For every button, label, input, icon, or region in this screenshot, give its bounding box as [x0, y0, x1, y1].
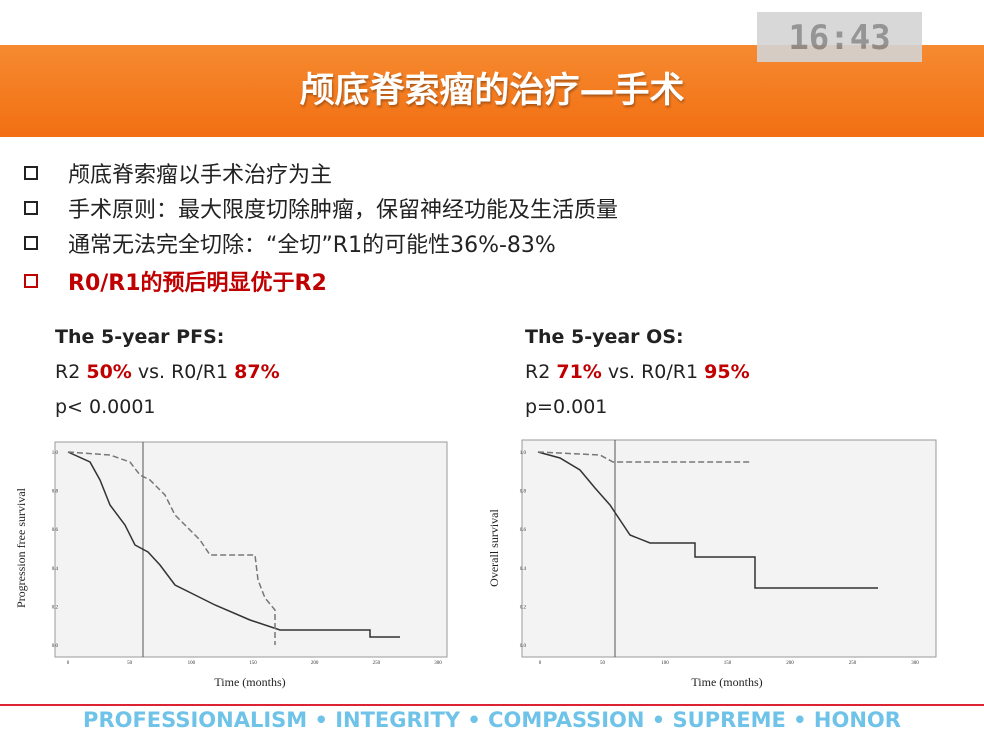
y-tick-label: 1.0 — [52, 451, 59, 456]
bullet-text: 通常无法完全切除：“全切”R1的可能性36%-83% — [68, 233, 556, 258]
text: vs. R0/R1 — [131, 361, 235, 383]
x-tick-label: 150 — [249, 661, 257, 666]
highlight: 87% — [234, 361, 280, 383]
x-axis-label: Time (months) — [214, 675, 285, 689]
p-value: p< 0.0001 — [55, 396, 156, 418]
plot-area — [54, 441, 448, 658]
y-tick-label: 0.8 — [52, 490, 59, 495]
title: 颅底脊索瘤的治疗—手术 — [299, 71, 685, 111]
stat-block: The 5-year PFS: R2 50% vs. R0/R1 87% p< … — [55, 320, 280, 425]
y-tick-label: 0.6 — [520, 528, 527, 533]
bullet-text: R0/R1的预后明显优于R2 — [68, 271, 327, 296]
x-tick-label: 200 — [786, 661, 794, 666]
y-tick-label: 0.4 — [52, 567, 59, 572]
x-tick-label: 300 — [911, 661, 919, 666]
stat-block: The 5-year OS: R2 71% vs. R0/R1 95% p=0.… — [525, 320, 750, 425]
stat-title: The 5-year PFS: — [55, 326, 225, 348]
plot-area — [521, 439, 937, 658]
x-tick-label: 100 — [661, 661, 669, 666]
bullet: 通常无法完全切除：“全切”R1的可能性36%-83% — [24, 231, 556, 261]
y-axis-label: Overall survival — [487, 509, 501, 587]
bullet-text: 颅底脊索瘤以手术治疗为主 — [68, 163, 333, 188]
x-tick-label: 300 — [434, 661, 442, 666]
km-curve — [537, 451, 878, 589]
x-tick-label: 100 — [188, 661, 196, 666]
stat-line: R2 71% vs. R0/R1 95% — [525, 355, 750, 390]
footer: PROFESSIONALISM • INTEGRITY • COMPASSION… — [83, 708, 901, 732]
highlight: 71% — [556, 361, 602, 383]
km-plot: 0.0 0.2 0.4 0.6 0.8 1.0 0 50 100 150 200 250 300 Time… — [487, 439, 937, 689]
x-tick-label: 0 — [539, 661, 542, 666]
clock: 16:43 — [757, 12, 922, 62]
stat-line: R2 50% vs. R0/R1 87% — [55, 355, 280, 390]
bullet: 手术原则：最大限度切除肿瘤，保留神经功能及生活质量 — [24, 196, 618, 226]
y-tick-label: 0.0 — [520, 644, 527, 649]
y-tick-label: 0.8 — [520, 490, 527, 495]
km-curve — [67, 451, 276, 645]
divider — [0, 704, 984, 706]
km-curve — [537, 451, 750, 463]
highlight: 95% — [704, 361, 750, 383]
x-tick-label: 200 — [311, 661, 319, 666]
x-tick-label: 0 — [67, 661, 70, 666]
p-value: p=0.001 — [525, 396, 608, 418]
bullet: 颅底脊索瘤以手术治疗为主 — [24, 161, 332, 191]
text: R2 — [525, 361, 557, 383]
text: vs. R0/R1 — [601, 361, 705, 383]
text: R2 — [55, 361, 87, 383]
bullet: R0/R1的预后明显优于R2 — [24, 269, 327, 299]
y-tick-label: 0.4 — [520, 567, 527, 572]
y-tick-label: 1.0 — [520, 451, 527, 456]
y-tick-label: 0.2 — [520, 605, 527, 610]
km-plot: 0.0 0.2 0.4 0.6 0.8 1.0 0 50 100 150 200 250 300 Time… — [14, 441, 448, 689]
x-tick-label: 250 — [373, 661, 381, 666]
highlight: 50% — [86, 361, 132, 383]
x-tick-label: 50 — [127, 661, 133, 666]
x-tick-label: 50 — [600, 661, 606, 666]
y-tick-label: 0.2 — [52, 605, 59, 610]
x-axis-label: Time (months) — [691, 675, 762, 689]
x-tick-label: 150 — [724, 661, 732, 666]
bullet-text: 手术原则：最大限度切除肿瘤，保留神经功能及生活质量 — [68, 198, 619, 223]
stat-title: The 5-year OS: — [525, 326, 684, 348]
y-axis-label: Progression free survival — [14, 487, 28, 608]
km-curve — [67, 451, 400, 638]
y-tick-label: 0.6 — [52, 528, 59, 533]
x-tick-label: 250 — [849, 661, 857, 666]
y-tick-label: 0.0 — [52, 644, 59, 649]
